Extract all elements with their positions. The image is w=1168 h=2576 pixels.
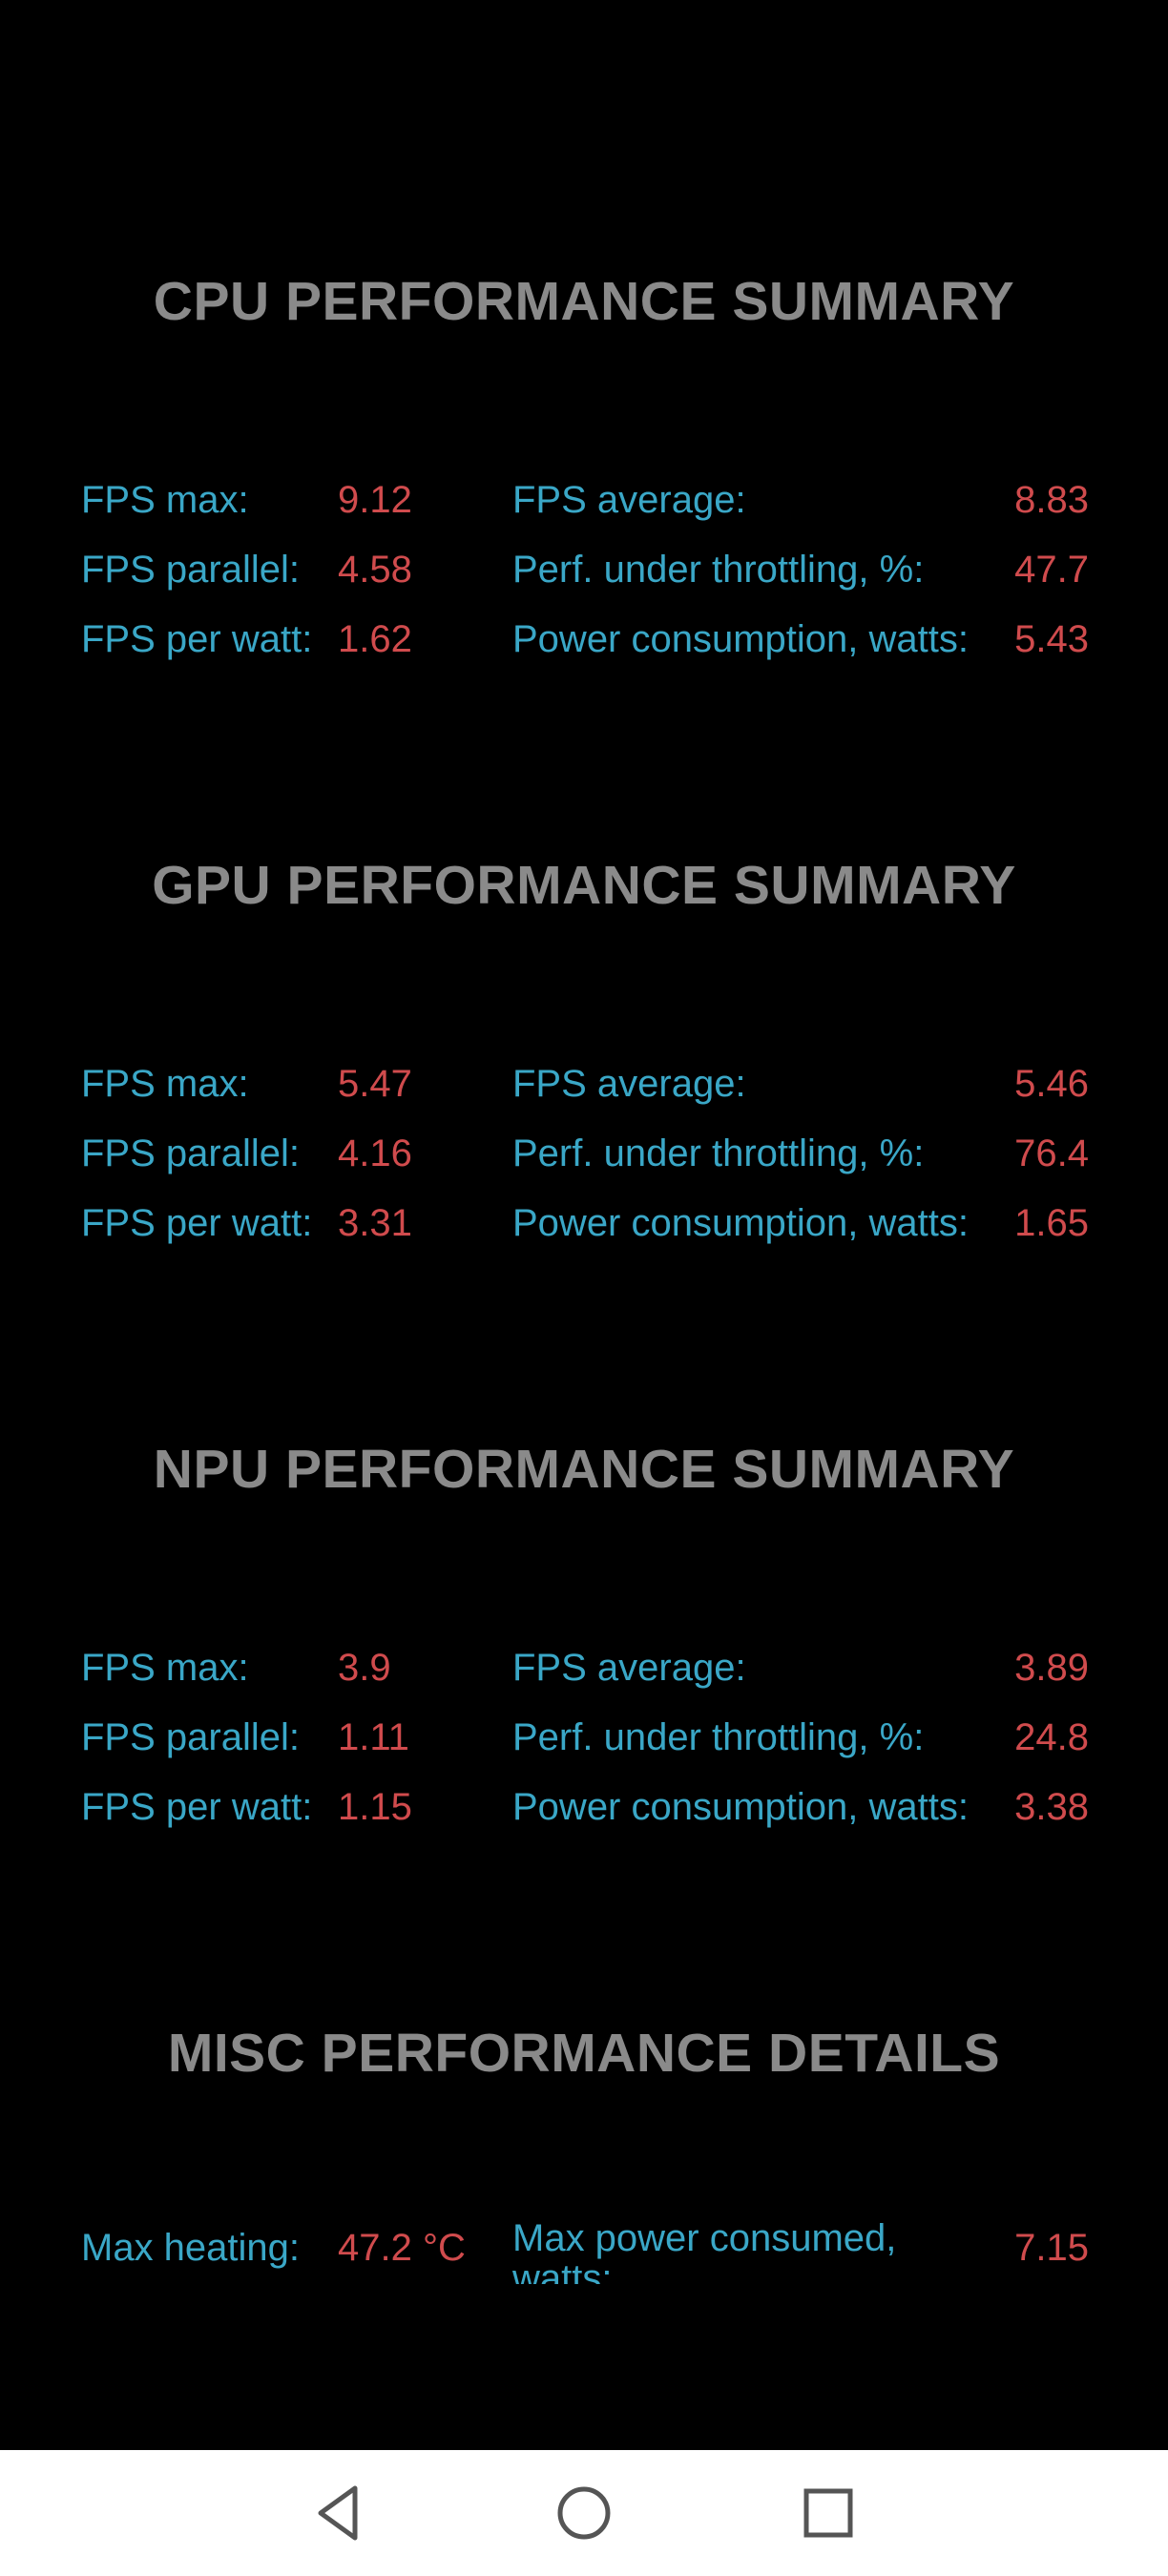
npu-fps-parallel-value: 1.11: [338, 1716, 409, 1758]
npu-fps-average-label: FPS average:: [512, 1647, 746, 1689]
cpu-fps-max-value: 9.12: [338, 479, 412, 521]
max-power-consumed-label: Max power consumed, watts:: [512, 2217, 897, 2284]
npu-fps-max-value: 3.9: [338, 1647, 391, 1689]
cpu-section-title: CPU PERFORMANCE SUMMARY: [153, 271, 1015, 332]
gpu-fps-parallel-label: FPS parallel:: [81, 1132, 300, 1174]
misc-section-title: MISC PERFORMANCE DETAILS: [167, 2023, 1001, 2084]
cpu-fps-per-watt-label: FPS per watt:: [81, 618, 313, 660]
npu-fps-average-value: 3.89: [1014, 1647, 1089, 1689]
home-icon: [557, 2486, 611, 2540]
cpu-row-3: FPS per watt: 1.62 Power consumption, wa…: [0, 611, 1168, 668]
gpu-throttling-value: 76.4: [1014, 1132, 1089, 1174]
npu-row-1: FPS max: 3.9 FPS average: 3.89: [0, 1639, 1168, 1696]
gpu-fps-per-watt-value: 3.31: [338, 1202, 412, 1244]
max-heating-label: Max heating:: [81, 2227, 301, 2269]
npu-power-consumption-value: 3.38: [1014, 1786, 1089, 1828]
back-icon: [318, 2485, 358, 2541]
gpu-fps-per-watt-label: FPS per watt:: [81, 1202, 313, 1244]
npu-fps-per-watt-label: FPS per watt:: [81, 1786, 313, 1828]
gpu-row-1: FPS max: 5.47 FPS average: 5.46: [0, 1055, 1168, 1112]
npu-row-2: FPS parallel: 1.11 Perf. under throttlin…: [0, 1709, 1168, 1766]
cpu-power-consumption-label: Power consumption, watts:: [512, 618, 969, 660]
cpu-fps-max-label: FPS max:: [81, 479, 249, 521]
recents-button[interactable]: [790, 2475, 866, 2551]
max-power-consumed-value: 7.15: [1014, 2227, 1089, 2269]
cpu-fps-average-value: 8.83: [1014, 479, 1089, 521]
home-button[interactable]: [546, 2475, 622, 2551]
npu-row-3: FPS per watt: 1.15 Power consumption, wa…: [0, 1778, 1168, 1836]
npu-throttling-label: Perf. under throttling, %:: [512, 1716, 925, 1758]
gpu-fps-max-label: FPS max:: [81, 1063, 249, 1105]
back-button[interactable]: [302, 2475, 378, 2551]
npu-fps-max-label: FPS max:: [81, 1647, 249, 1689]
npu-section-title: NPU PERFORMANCE SUMMARY: [153, 1439, 1015, 1500]
recents-icon: [803, 2488, 853, 2538]
npu-throttling-value: 24.8: [1014, 1716, 1089, 1758]
cpu-row-1: FPS max: 9.12 FPS average: 8.83: [0, 471, 1168, 529]
cpu-fps-parallel-label: FPS parallel:: [81, 549, 300, 591]
gpu-section-title: GPU PERFORMANCE SUMMARY: [152, 855, 1016, 916]
gpu-row-2: FPS parallel: 4.16 Perf. under throttlin…: [0, 1125, 1168, 1182]
cpu-fps-parallel-value: 4.58: [338, 549, 412, 591]
gpu-fps-average-label: FPS average:: [512, 1063, 746, 1105]
gpu-fps-parallel-value: 4.16: [338, 1132, 412, 1174]
cpu-fps-per-watt-value: 1.62: [338, 618, 412, 660]
gpu-power-consumption-value: 1.65: [1014, 1202, 1089, 1244]
gpu-power-consumption-label: Power consumption, watts:: [512, 1202, 969, 1244]
npu-fps-per-watt-value: 1.15: [338, 1786, 412, 1828]
cpu-row-2: FPS parallel: 4.58 Perf. under throttlin…: [0, 541, 1168, 598]
cpu-power-consumption-value: 5.43: [1014, 618, 1089, 660]
npu-fps-parallel-label: FPS parallel:: [81, 1716, 300, 1758]
navigation-bar: [0, 2450, 1168, 2576]
cpu-throttling-value: 47.7: [1014, 549, 1089, 591]
gpu-row-3: FPS per watt: 3.31 Power consumption, wa…: [0, 1195, 1168, 1252]
misc-row: Max heating: 47.2 °C Max power consumed,…: [0, 2212, 1168, 2284]
npu-power-consumption-label: Power consumption, watts:: [512, 1786, 969, 1828]
gpu-fps-average-value: 5.46: [1014, 1063, 1089, 1105]
cpu-throttling-label: Perf. under throttling, %:: [512, 549, 925, 591]
gpu-throttling-label: Perf. under throttling, %:: [512, 1132, 925, 1174]
cpu-fps-average-label: FPS average:: [512, 479, 746, 521]
results-screen: CPU PERFORMANCE SUMMARY FPS max: 9.12 FP…: [0, 271, 1168, 2284]
max-heating-value: 47.2 °C: [338, 2227, 466, 2269]
gpu-fps-max-value: 5.47: [338, 1063, 412, 1105]
